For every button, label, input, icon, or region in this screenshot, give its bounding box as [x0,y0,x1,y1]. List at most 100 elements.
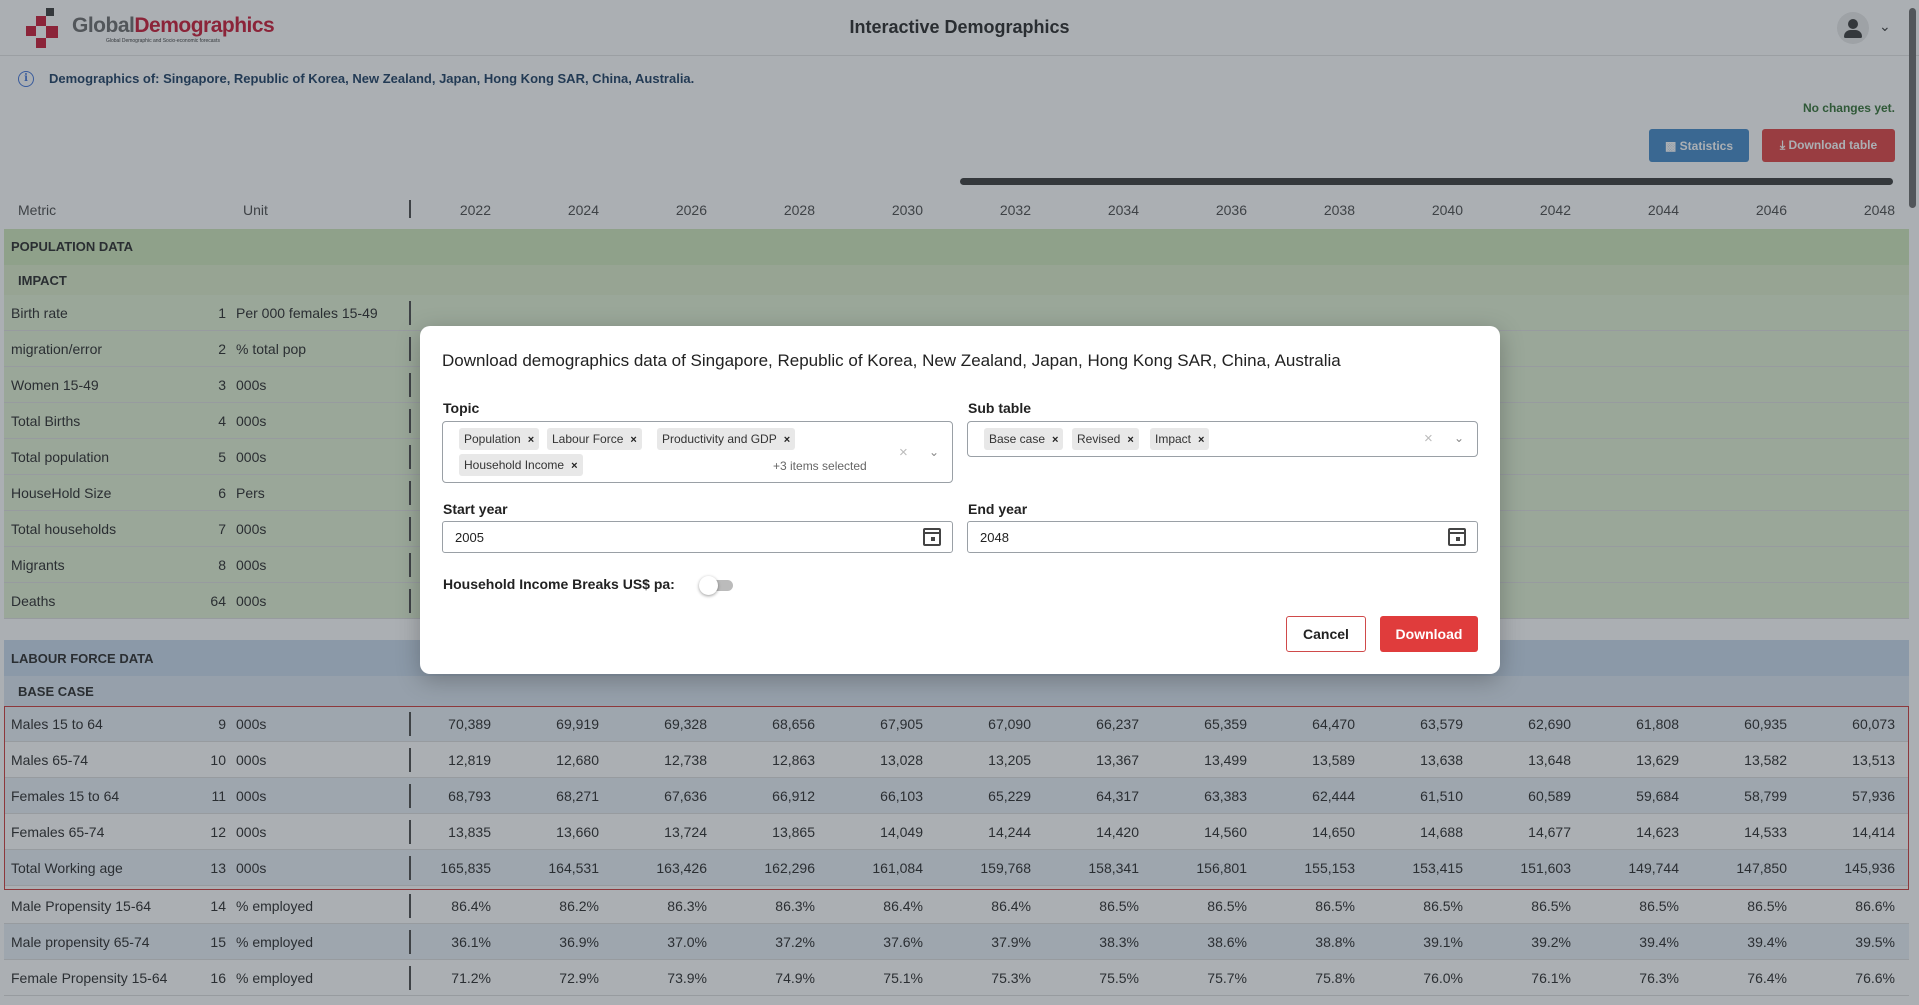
column-divider [409,301,411,325]
row-metric: Males 65-74 [11,752,89,768]
statistics-label: Statistics [1679,138,1734,153]
row-divider [4,995,1909,996]
horizontal-scrollbar[interactable] [960,178,1893,185]
table-row[interactable]: Female Propensity 15-64 16% employed 71.2%… [4,960,1909,996]
subtable-label: Sub table [968,400,1032,416]
row-value: 65,229 [988,788,1031,804]
download-button[interactable]: Download [1380,616,1478,652]
subtable-multiselect[interactable]: Base case × Revised × Impact × × ⌄ [967,421,1478,457]
chip-label: Productivity and GDP [662,432,777,446]
info-text: Demographics of: Singapore, Republic of … [49,71,695,86]
start-year-input[interactable]: 2005 [442,521,953,553]
table-row[interactable]: Males 15 to 64 9 000s 70,389 69,919 69,328 68,… [4,706,1909,742]
table-row[interactable]: Females 65-74 12 000s 13,835 13,660 13,724 13,… [4,814,1909,850]
chip-remove-icon[interactable]: × [630,434,637,446]
row-num: 1 [218,305,226,321]
row-value: 65,359 [1204,716,1247,732]
cancel-button[interactable]: Cancel [1286,616,1366,652]
row-value: 86.5% [1747,898,1787,914]
chip-label: Base case [989,432,1046,446]
table-row[interactable]: Birth rate 1 Per 000 females 15-49 [4,295,1909,331]
row-divider [4,813,1909,814]
row-value: 71.2% [451,970,491,986]
row-value: 86.5% [1099,898,1139,914]
column-divider [409,784,411,808]
base-case-subsection-label: BASE CASE [18,684,94,699]
selected-chip: Revised × [1072,428,1139,450]
row-value: 12,680 [556,752,599,768]
column-divider [409,517,411,541]
row-num: 5 [218,449,226,465]
table-row[interactable]: Total Working age 13 000s 165,835 164,531 163… [4,850,1909,886]
row-value: 86.3% [775,898,815,914]
year-header: 2038 [1323,202,1355,218]
row-metric: Deaths [11,593,56,609]
page-title: Interactive Demographics [849,17,1070,37]
table-row[interactable]: Male Propensity 15-64 14% employed 86.4% 86… [4,888,1909,924]
topic-chevron-down-icon[interactable]: ⌄ [929,445,940,459]
row-value: 66,237 [1096,716,1139,732]
row-value: 155,153 [1304,860,1355,876]
row-metric: Males 15 to 64 [11,716,103,732]
row-value: 158,341 [1088,860,1139,876]
row-value: 67,905 [880,716,923,732]
subtable-chevron-down-icon[interactable]: ⌄ [1454,431,1465,445]
row-value: 67,090 [988,716,1031,732]
chip-remove-icon[interactable]: × [1052,434,1059,446]
row-value: 13,648 [1528,752,1571,768]
chip-remove-icon[interactable]: × [1127,434,1134,446]
row-value: 62,444 [1312,788,1355,804]
row-value: 86.5% [1207,898,1247,914]
calendar-icon[interactable] [1448,528,1466,546]
global-demographics-logo[interactable]: GlobalDemographics Global Demographic an… [24,8,275,50]
row-value: 86.3% [667,898,707,914]
year-header: 2048 [1863,202,1895,218]
row-value: 67,636 [664,788,707,804]
row-value: 13,724 [664,824,707,840]
row-divider [4,885,1909,886]
user-menu[interactable]: ⌄ [1837,12,1899,44]
calendar-icon[interactable] [923,528,941,546]
end-year-input[interactable]: 2048 [967,521,1478,553]
row-value: 62,690 [1528,716,1571,732]
chip-remove-icon[interactable]: × [783,434,791,446]
year-header: 2026 [675,202,707,218]
row-metric: Total population [11,449,110,465]
table-row[interactable]: Females 15 to 64 11 000s 68,793 68,271 67,636… [4,778,1909,814]
chip-remove-icon[interactable]: × [571,460,578,472]
row-value: 86.4% [451,898,491,914]
chip-remove-icon[interactable]: × [1198,434,1205,446]
row-metric: Total households [11,521,117,537]
row-value: 68,656 [772,716,815,732]
subtable-clear-icon[interactable]: × [1424,430,1433,447]
impact-subsection-header: IMPACT [4,265,1909,295]
row-value: 66,103 [880,788,923,804]
row-num: 13 [210,860,226,876]
statistics-button[interactable]: ▩ Statistics [1649,129,1749,162]
household-income-breaks-toggle[interactable] [699,575,735,595]
table-row[interactable]: Male propensity 65-74 15% employed 36.1% 36… [4,924,1909,960]
vertical-scrollbar[interactable] [1909,8,1916,208]
row-value: 86.4% [883,898,923,914]
chip-remove-icon[interactable]: × [527,434,535,446]
year-header: 2030 [891,202,923,218]
row-value: 14,560 [1204,824,1247,840]
topic-more-count: +3 items selected [773,459,867,473]
selected-chip: Household Income × [459,454,583,476]
row-value: 74.9% [775,970,815,986]
row-metric: Women 15-49 [11,377,99,393]
row-value: 14,688 [1420,824,1463,840]
row-value: 162,296 [764,860,815,876]
row-value: 38.3% [1099,934,1139,950]
row-value: 73.9% [667,970,707,986]
topic-clear-icon[interactable]: × [899,444,908,461]
chip-label: Labour Force [552,432,624,446]
row-value: 36.9% [559,934,599,950]
download-table-button[interactable]: ⤓ Download table [1762,129,1895,162]
topic-multiselect[interactable]: Population × Labour Force × Productivity and… [442,421,953,483]
table-row[interactable]: Males 65-74 10 000s 12,819 12,680 12,738 12,86… [4,742,1909,778]
column-divider [409,894,411,918]
column-divider [409,337,411,361]
row-value: 12,863 [772,752,815,768]
row-value: 39.1% [1423,934,1463,950]
